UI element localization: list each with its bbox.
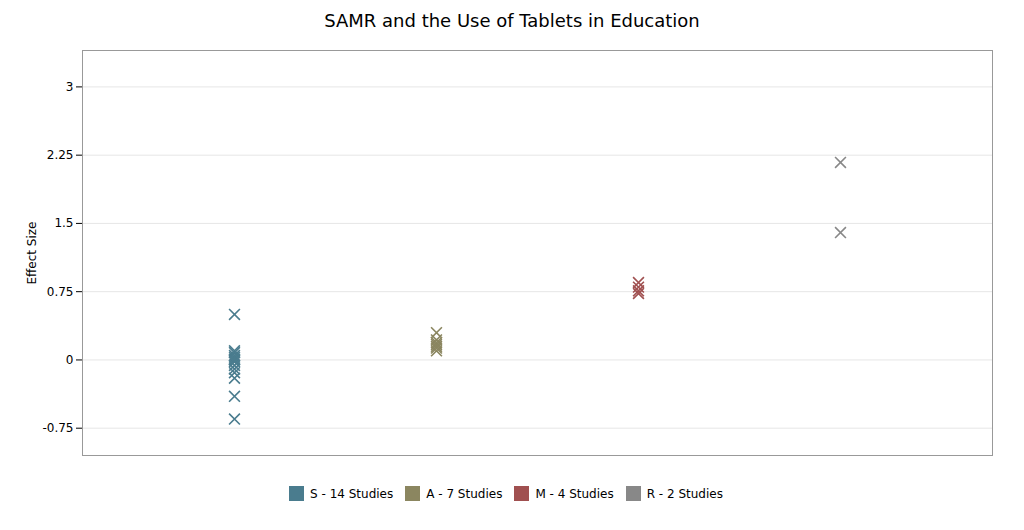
svg-text:3: 3 xyxy=(66,80,74,94)
svg-text:0.75: 0.75 xyxy=(47,285,74,299)
html-text:R - 2 Studies: R - 2 Studies xyxy=(646,486,723,501)
html-text:M - 4 Studies: M - 4 Studies xyxy=(535,486,614,501)
html-text:SAMR and the Use of Tablets in: SAMR and the Use of Tablets in Education xyxy=(324,10,700,31)
html-text:A - 7 Studies: A - 7 Studies xyxy=(426,486,503,501)
svg-text:-0.75: -0.75 xyxy=(42,421,73,435)
svg-text:1.5: 1.5 xyxy=(54,216,73,230)
svg-text:2.25: 2.25 xyxy=(47,148,74,162)
html-text:S - 14 Studies: S - 14 Studies xyxy=(310,486,394,501)
svg-text:Effect Size: Effect Size xyxy=(25,222,39,285)
svg-text:0: 0 xyxy=(66,353,74,367)
